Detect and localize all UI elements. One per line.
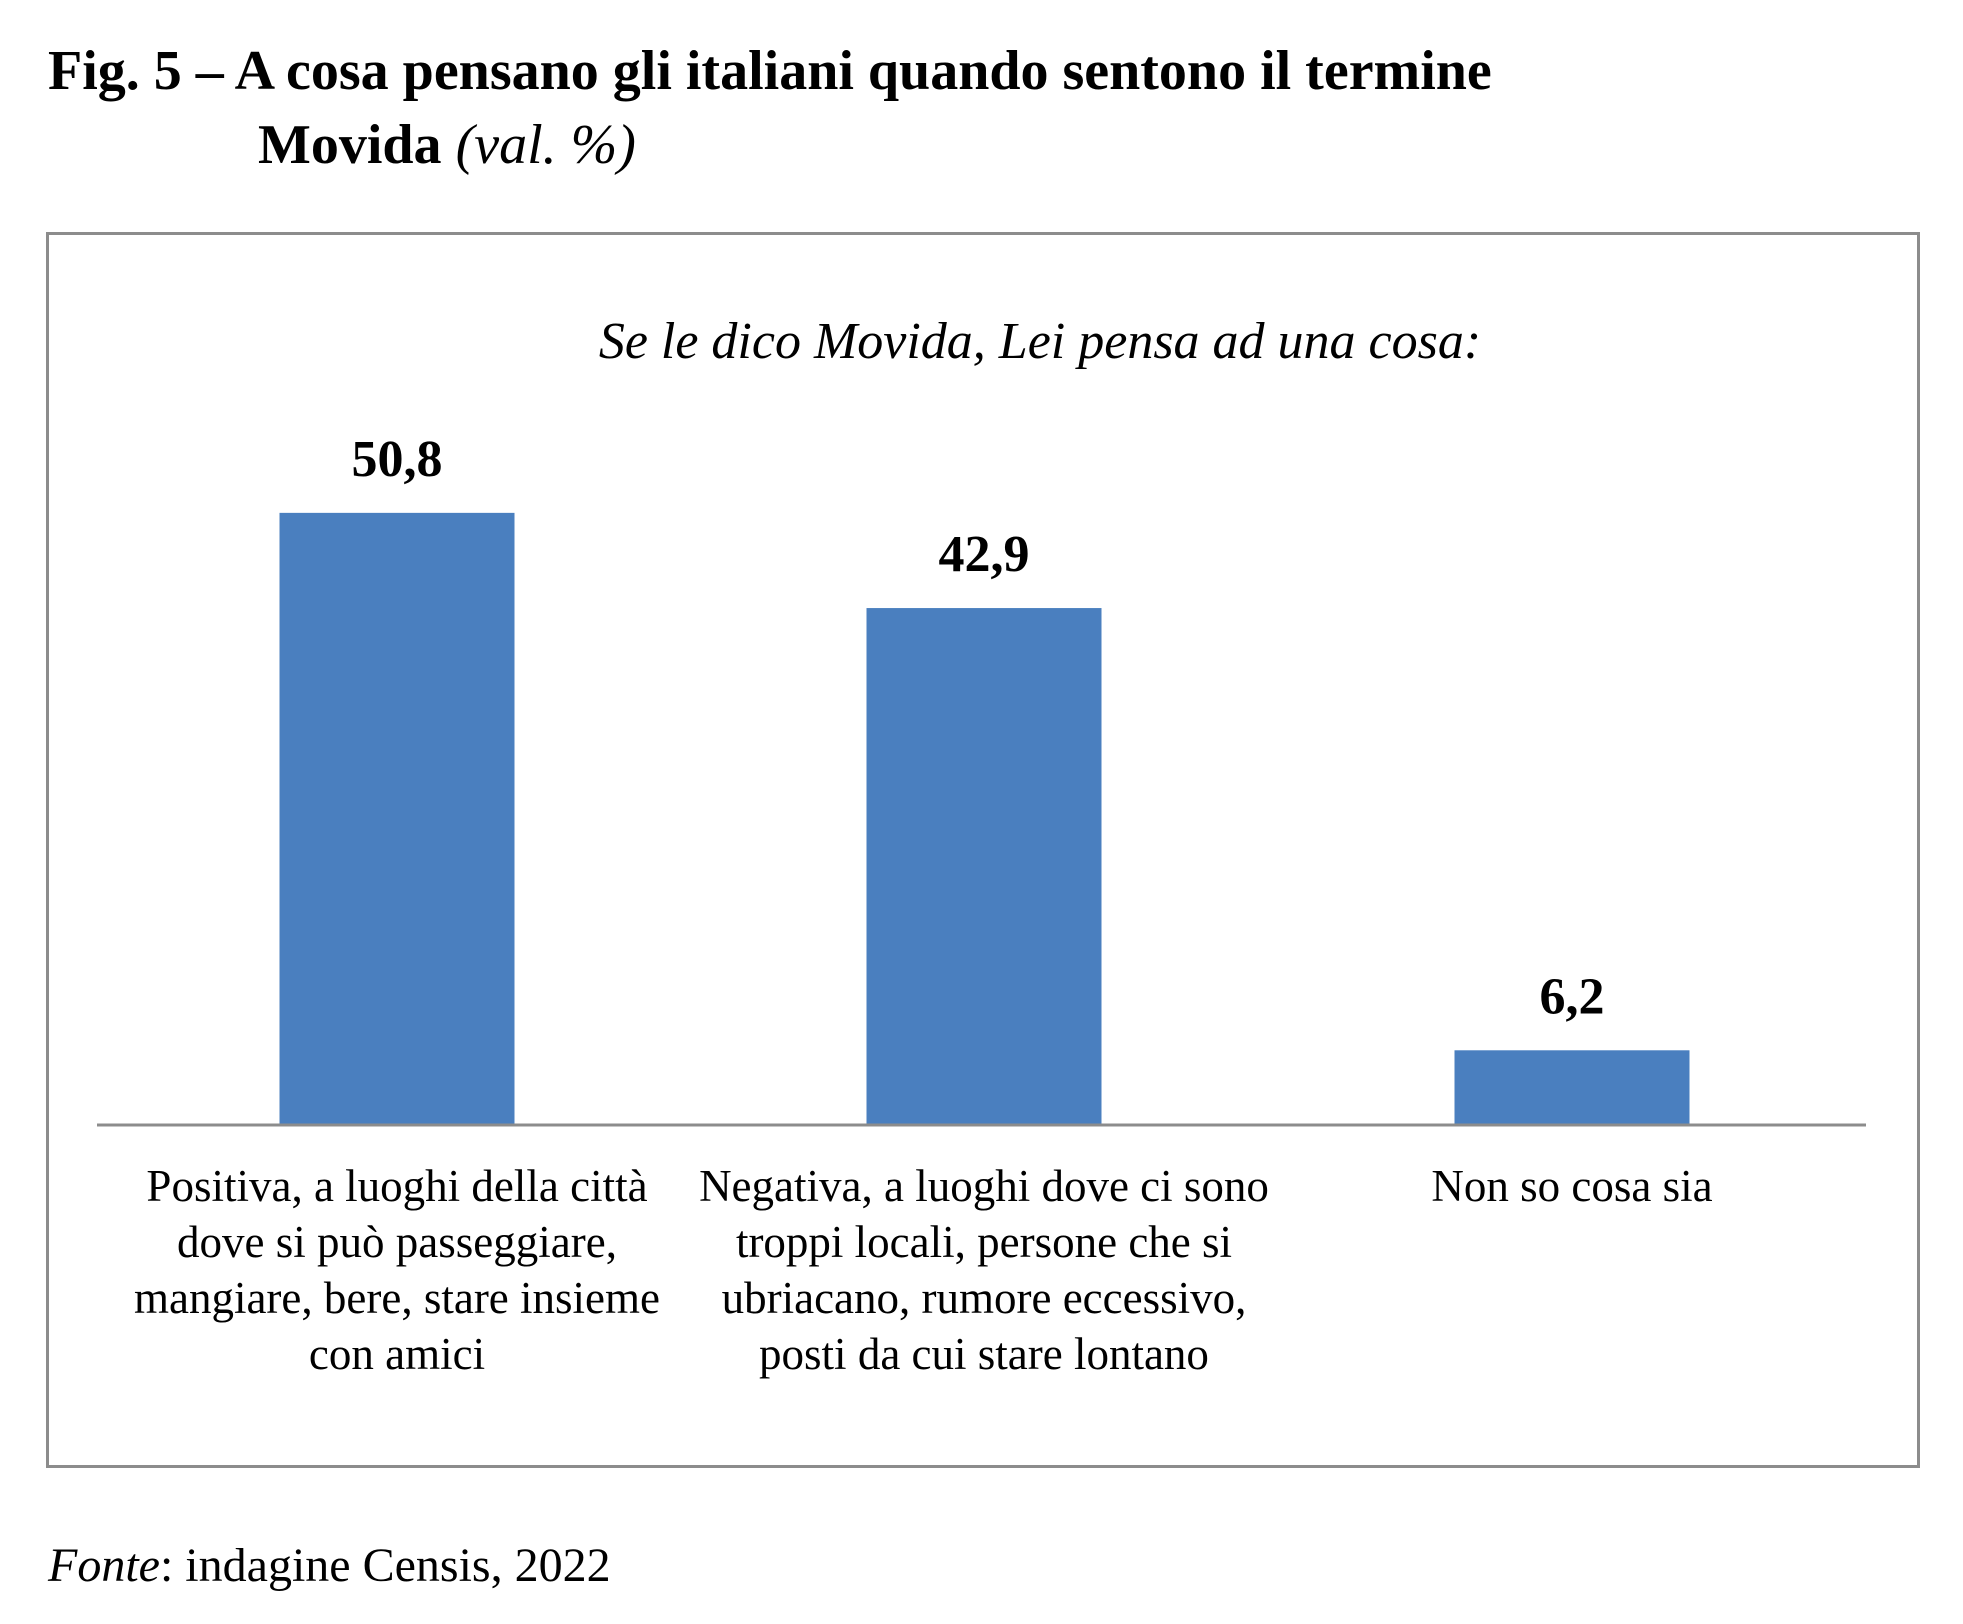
value-label-negativa: 42,9 bbox=[939, 526, 1030, 583]
chart-subtitle: Se le dico Movida, Lei pensa ad una cosa… bbox=[598, 313, 1482, 370]
value-label-positiva: 50,8 bbox=[352, 431, 443, 488]
figure-title-line2-wrap: Movida (val. %) bbox=[48, 108, 1848, 182]
bars-layer bbox=[279, 512, 1690, 1125]
value-labels-layer: 50,8 42,9 6,2 bbox=[352, 431, 1605, 1025]
figure-title: Fig. 5 – A cosa pensano gli italiani qua… bbox=[48, 34, 1848, 182]
source-note: Fonte: indagine Censis, 2022 bbox=[48, 1536, 611, 1596]
source-label: Fonte bbox=[48, 1539, 160, 1592]
category-label-non-so: Non so cosa sia bbox=[1431, 1161, 1713, 1211]
figure-title-unit: (val. %) bbox=[455, 114, 636, 176]
category-label-positiva: Positiva, a luoghi della città dove si p… bbox=[133, 1161, 660, 1379]
figure-title-line1: Fig. 5 – A cosa pensano gli italiani qua… bbox=[48, 40, 1492, 102]
source-text: : indagine Censis, 2022 bbox=[159, 1539, 611, 1592]
bar-positiva bbox=[279, 512, 515, 1125]
chart-frame bbox=[46, 232, 1920, 1468]
value-label-non-so: 6,2 bbox=[1540, 968, 1605, 1025]
category-label-negativa: Negativa, a luoghi dove ci sono troppi l… bbox=[699, 1161, 1269, 1379]
bar-negativa bbox=[866, 608, 1102, 1125]
bar-non-so bbox=[1454, 1050, 1690, 1125]
figure-title-line2: Movida bbox=[258, 114, 442, 176]
